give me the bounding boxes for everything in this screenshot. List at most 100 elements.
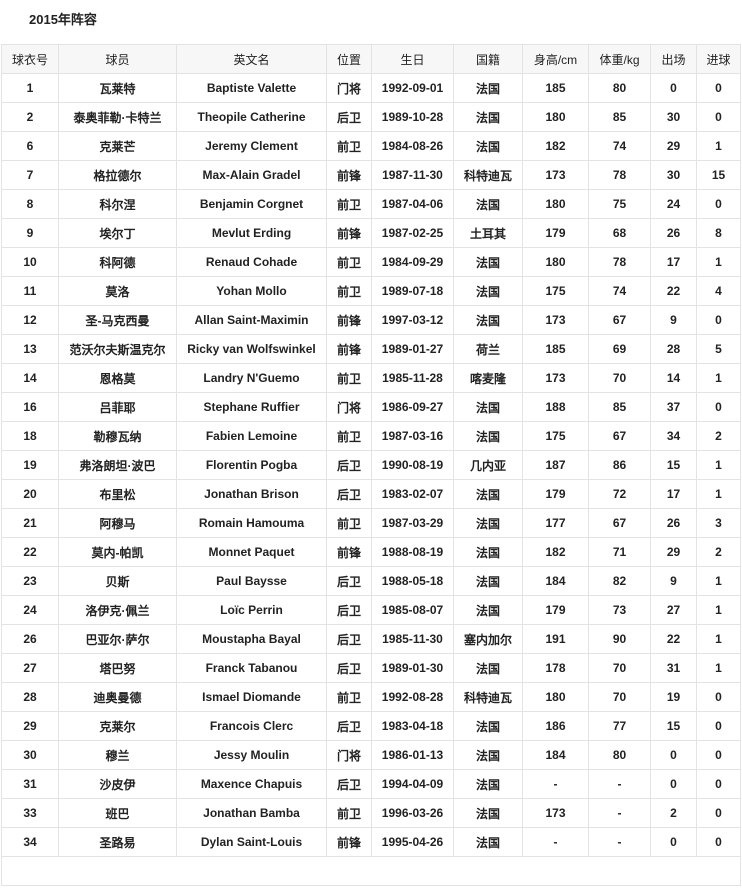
- cell-number: 16: [1, 392, 59, 422]
- cell-position: 后卫: [326, 595, 372, 625]
- empty-row: [1, 856, 741, 886]
- cell-weight: 80: [588, 73, 651, 103]
- cell-appearances: 17: [650, 479, 697, 509]
- cell-height: 184: [522, 566, 589, 596]
- cell-appearances: 9: [650, 566, 697, 596]
- cell-player: 沙皮伊: [58, 769, 177, 799]
- table-row: 31 沙皮伊 Maxence Chapuis 后卫 1994-04-09 法国 - -0 0: [1, 769, 741, 799]
- cell-nationality: 土耳其: [453, 218, 523, 248]
- cell-height: 178: [522, 653, 589, 683]
- cell-nationality: 法国: [453, 276, 523, 306]
- cell-player: 科阿德: [58, 247, 177, 277]
- cell-birthday: 1995-04-26: [371, 827, 454, 857]
- cell-english-name: Benjamin Corgnet: [176, 189, 327, 219]
- cell-position: 后卫: [326, 102, 372, 132]
- cell-position: 前卫: [326, 247, 372, 277]
- column-header-nationality: 国籍: [453, 44, 523, 74]
- cell-birthday: 1997-03-12: [371, 305, 454, 335]
- cell-number: 23: [1, 566, 59, 596]
- cell-birthday: 1987-11-30: [371, 160, 454, 190]
- cell-birthday: 1985-11-30: [371, 624, 454, 654]
- cell-player: 迪奥曼德: [58, 682, 177, 712]
- table-row: 27 塔巴努 Franck Tabanou 后卫 1989-01-30 法国 178 70 31…: [1, 653, 741, 683]
- cell-birthday: 1983-04-18: [371, 711, 454, 741]
- cell-goals: 2: [696, 537, 741, 567]
- cell-nationality: 法国: [453, 827, 523, 857]
- cell-english-name: Maxence Chapuis: [176, 769, 327, 799]
- cell-english-name: Paul Baysse: [176, 566, 327, 596]
- cell-number: 18: [1, 421, 59, 451]
- cell-goals: 4: [696, 276, 741, 306]
- cell-position: 前卫: [326, 131, 372, 161]
- cell-goals: 1: [696, 450, 741, 480]
- cell-position: 后卫: [326, 450, 372, 480]
- cell-appearances: 2: [650, 798, 697, 828]
- cell-appearances: 28: [650, 334, 697, 364]
- cell-birthday: 1989-10-28: [371, 102, 454, 132]
- cell-birthday: 1985-11-28: [371, 363, 454, 393]
- cell-player: 克莱尔: [58, 711, 177, 741]
- table-row: 10 科阿德 Renaud Cohade 前卫 1984-09-29 法国 180 78 17 1: [1, 247, 741, 277]
- cell-number: 10: [1, 247, 59, 277]
- cell-english-name: Franck Tabanou: [176, 653, 327, 683]
- cell-height: 184: [522, 740, 589, 770]
- cell-nationality: 法国: [453, 798, 523, 828]
- cell-height: 180: [522, 247, 589, 277]
- cell-weight: 85: [588, 102, 651, 132]
- column-header-player: 球员: [58, 44, 177, 74]
- cell-appearances: 27: [650, 595, 697, 625]
- cell-position: 前锋: [326, 160, 372, 190]
- cell-appearances: 14: [650, 363, 697, 393]
- cell-position: 后卫: [326, 479, 372, 509]
- cell-weight: -: [588, 798, 651, 828]
- cell-weight: 82: [588, 566, 651, 596]
- cell-nationality: 法国: [453, 653, 523, 683]
- table-row: 11 莫洛 Yohan Mollo 前卫 1989-07-18 法国 175 74 22 4: [1, 276, 741, 306]
- cell-birthday: 1992-08-28: [371, 682, 454, 712]
- column-header-weight: 体重/kg: [588, 44, 651, 74]
- cell-goals: 0: [696, 769, 741, 799]
- cell-weight: 74: [588, 131, 651, 161]
- cell-number: 28: [1, 682, 59, 712]
- table-row: 16 吕菲耶 Stephane Ruffier 门将 1986-09-27 法国 188 85…: [1, 392, 741, 422]
- cell-weight: 90: [588, 624, 651, 654]
- cell-position: 前锋: [326, 218, 372, 248]
- column-header-height: 身高/cm: [522, 44, 589, 74]
- cell-appearances: 37: [650, 392, 697, 422]
- cell-goals: 0: [696, 740, 741, 770]
- cell-position: 前卫: [326, 276, 372, 306]
- cell-player: 莫洛: [58, 276, 177, 306]
- cell-goals: 1: [696, 479, 741, 509]
- cell-player: 贝斯: [58, 566, 177, 596]
- cell-number: 24: [1, 595, 59, 625]
- cell-position: 前卫: [326, 508, 372, 538]
- roster-table: 球衣号 球员 英文名 位置 生日 国籍 身高/cm 体重/kg 出场 进球 1 瓦莱特 Baptist…: [1, 44, 741, 886]
- table-row: 34 圣路易 Dylan Saint-Louis 前锋 1995-04-26 法国 - -0 0: [1, 827, 741, 857]
- table-row: 21 阿穆马 Romain Hamouma 前卫 1987-03-29 法国 177 67 26…: [1, 508, 741, 538]
- cell-player: 克莱芒: [58, 131, 177, 161]
- cell-position: 前卫: [326, 421, 372, 451]
- cell-number: 1: [1, 73, 59, 103]
- table-row: 19 弗洛朗坦·波巴 Florentin Pogba 后卫 1990-08-19 几内亚 1…: [1, 450, 741, 480]
- cell-player: 巴亚尔·萨尔: [58, 624, 177, 654]
- cell-appearances: 22: [650, 624, 697, 654]
- cell-appearances: 31: [650, 653, 697, 683]
- cell-number: 22: [1, 537, 59, 567]
- cell-player: 班巴: [58, 798, 177, 828]
- cell-player: 范沃尔夫斯温克尔: [58, 334, 177, 364]
- cell-position: 门将: [326, 740, 372, 770]
- cell-player: 瓦莱特: [58, 73, 177, 103]
- cell-position: 门将: [326, 392, 372, 422]
- cell-height: 179: [522, 479, 589, 509]
- cell-english-name: Ismael Diomande: [176, 682, 327, 712]
- cell-player: 莫内-帕凯: [58, 537, 177, 567]
- cell-weight: 67: [588, 421, 651, 451]
- cell-number: 13: [1, 334, 59, 364]
- cell-birthday: 1990-08-19: [371, 450, 454, 480]
- cell-nationality: 荷兰: [453, 334, 523, 364]
- cell-appearances: 0: [650, 740, 697, 770]
- cell-goals: 0: [696, 711, 741, 741]
- cell-birthday: 1986-09-27: [371, 392, 454, 422]
- cell-appearances: 0: [650, 73, 697, 103]
- table-row: 12 圣-马克西曼 Allan Saint-Maximin 前锋 1997-03-12 法…: [1, 305, 741, 335]
